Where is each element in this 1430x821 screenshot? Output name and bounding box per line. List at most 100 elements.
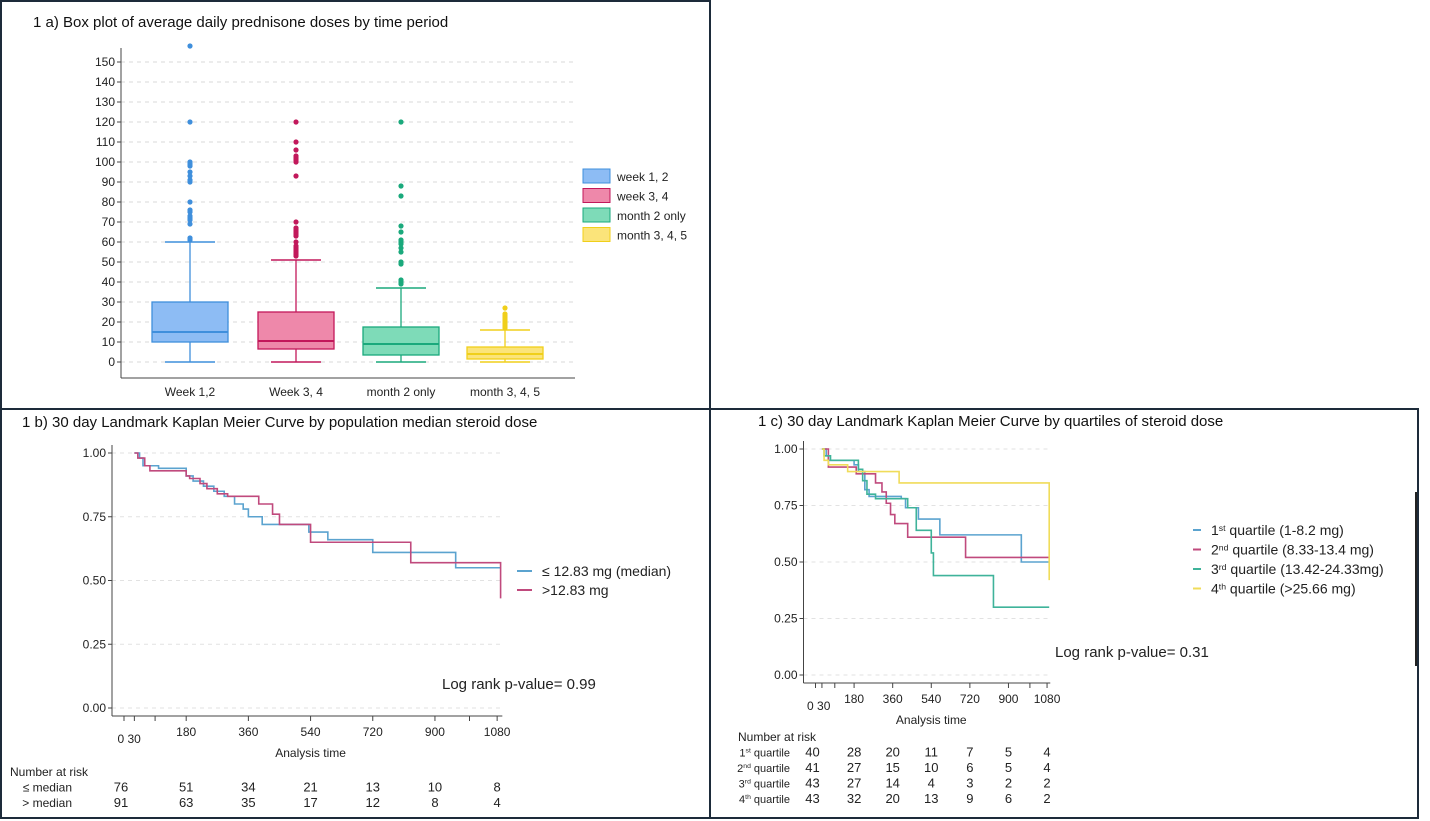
risk-row-label-text: quartile	[751, 748, 790, 760]
box	[257, 311, 335, 350]
legend-label-superscript: st	[1219, 523, 1226, 533]
divider-line	[1415, 492, 1417, 666]
legend-swatch	[582, 168, 611, 184]
y-tick-label: 30	[102, 295, 116, 309]
outlier-point	[187, 43, 193, 49]
risk-value: 41	[805, 760, 819, 775]
log-rank-annotation: Log rank p-value= 0.99	[442, 676, 596, 693]
risk-value: 51	[179, 780, 193, 795]
risk-value: 43	[805, 776, 819, 791]
legend-label: >12.83 mg	[542, 582, 609, 598]
risk-value: 43	[805, 791, 819, 806]
risk-row-label-number: 4	[739, 794, 745, 806]
outlier-point	[293, 219, 299, 225]
legend-label: month 3, 4, 5	[617, 229, 687, 243]
risk-row-label-text: quartile	[751, 763, 790, 775]
km-curve-2	[134, 452, 502, 599]
risk-value: 8	[494, 780, 501, 795]
y-tick-label: 70	[102, 215, 116, 229]
risk-value: 4	[494, 795, 501, 810]
risk-value: 27	[847, 776, 861, 791]
x-tick-label: 540	[301, 725, 321, 739]
legend-label-number: 2	[1211, 542, 1219, 558]
risk-value: 28	[847, 745, 861, 760]
x-axis-title: Analysis time	[896, 713, 967, 727]
x-tick-label: 360	[883, 692, 903, 706]
risk-value: 5	[1005, 745, 1012, 760]
x-tick-label: 180	[176, 725, 196, 739]
chart-title: 1 c) 30 day Landmark Kaplan Meier Curve …	[758, 413, 1223, 430]
y-tick-label: 0.00	[774, 668, 798, 682]
outlier-point	[293, 173, 299, 179]
x-tick-label: 900	[425, 725, 445, 739]
legend-label-text: quartile (8.33-13.4 mg)	[1228, 542, 1374, 558]
box	[362, 326, 440, 356]
outlier-point	[187, 207, 193, 213]
risk-value: 20	[885, 791, 899, 806]
outlier-point	[293, 147, 299, 153]
legend-label-text: quartile (>25.66 mg)	[1226, 581, 1356, 597]
km-curve-4	[821, 448, 1050, 581]
x-tick-label: 900	[998, 692, 1018, 706]
panel-km-quartiles	[709, 408, 1419, 819]
x-tick-label: 1080	[1034, 692, 1061, 706]
outlier-point	[187, 169, 193, 175]
risk-value: 6	[966, 760, 973, 775]
y-tick-label: 1.00	[83, 446, 107, 460]
risk-row-label: > median	[22, 796, 72, 810]
x-tick-label: 720	[363, 725, 383, 739]
y-tick-label: 80	[102, 195, 116, 209]
y-tick-label: 0.75	[83, 510, 107, 524]
chart-title: 1 b) 30 day Landmark Kaplan Meier Curve …	[22, 414, 537, 431]
risk-value: 10	[924, 760, 938, 775]
y-tick-label: 10	[102, 335, 116, 349]
risk-row-label: 1st quartile	[739, 748, 790, 760]
risk-row-label-superscript: rd	[745, 779, 751, 786]
risk-row-label: 3rd quartile	[739, 779, 790, 791]
outlier-point	[398, 229, 404, 235]
risk-row-label: ≤ median	[23, 781, 72, 795]
outlier-point	[293, 225, 299, 231]
risk-row-label-text: quartile	[751, 794, 790, 806]
risk-table-title: Number at risk	[738, 730, 817, 744]
risk-table-title: Number at risk	[10, 765, 89, 779]
outlier-point	[187, 221, 193, 227]
x-tick-label: Week 1,2	[165, 385, 216, 399]
box	[151, 301, 229, 343]
legend-label: 2nd quartile (8.33-13.4 mg)	[1211, 542, 1374, 558]
y-tick-label: 0.25	[83, 637, 107, 651]
risk-value: 63	[179, 795, 193, 810]
legend-label-number: 3	[1211, 561, 1219, 577]
y-tick-label: 20	[102, 315, 116, 329]
outlier-point	[293, 239, 299, 245]
y-tick-label: 100	[95, 155, 115, 169]
legend-label: week 1, 2	[616, 170, 669, 184]
risk-value: 20	[885, 745, 899, 760]
y-tick-label: 40	[102, 275, 116, 289]
outlier-point	[398, 249, 404, 255]
risk-value: 14	[885, 776, 899, 791]
outlier-point	[398, 245, 404, 251]
outlier-point	[293, 153, 299, 159]
outlier-point	[398, 183, 404, 189]
y-tick-label: 90	[102, 175, 116, 189]
outlier-point	[502, 311, 508, 317]
x-axis-title: Analysis time	[275, 746, 346, 760]
legend-label-number: 4	[1211, 581, 1219, 597]
risk-value: 6	[1005, 791, 1012, 806]
outlier-point	[398, 237, 404, 243]
outlier-point	[187, 159, 193, 165]
y-tick-label: 0.25	[774, 612, 798, 626]
y-tick-label: 140	[95, 75, 115, 89]
legend-label: week 3, 4	[616, 190, 669, 204]
x-tick-label: Week 3, 4	[269, 385, 323, 399]
risk-value: 27	[847, 760, 861, 775]
x-tick-label: 720	[960, 692, 980, 706]
legend-label-text: quartile (1-8.2 mg)	[1226, 522, 1344, 538]
legend-label: 3rd quartile (13.42-24.33mg)	[1211, 561, 1384, 577]
risk-value: 3	[966, 776, 973, 791]
x-tick-label: month 3, 4, 5	[470, 385, 540, 399]
risk-value: 17	[303, 795, 317, 810]
risk-value: 15	[885, 760, 899, 775]
risk-row-label-number: 1	[739, 748, 745, 760]
